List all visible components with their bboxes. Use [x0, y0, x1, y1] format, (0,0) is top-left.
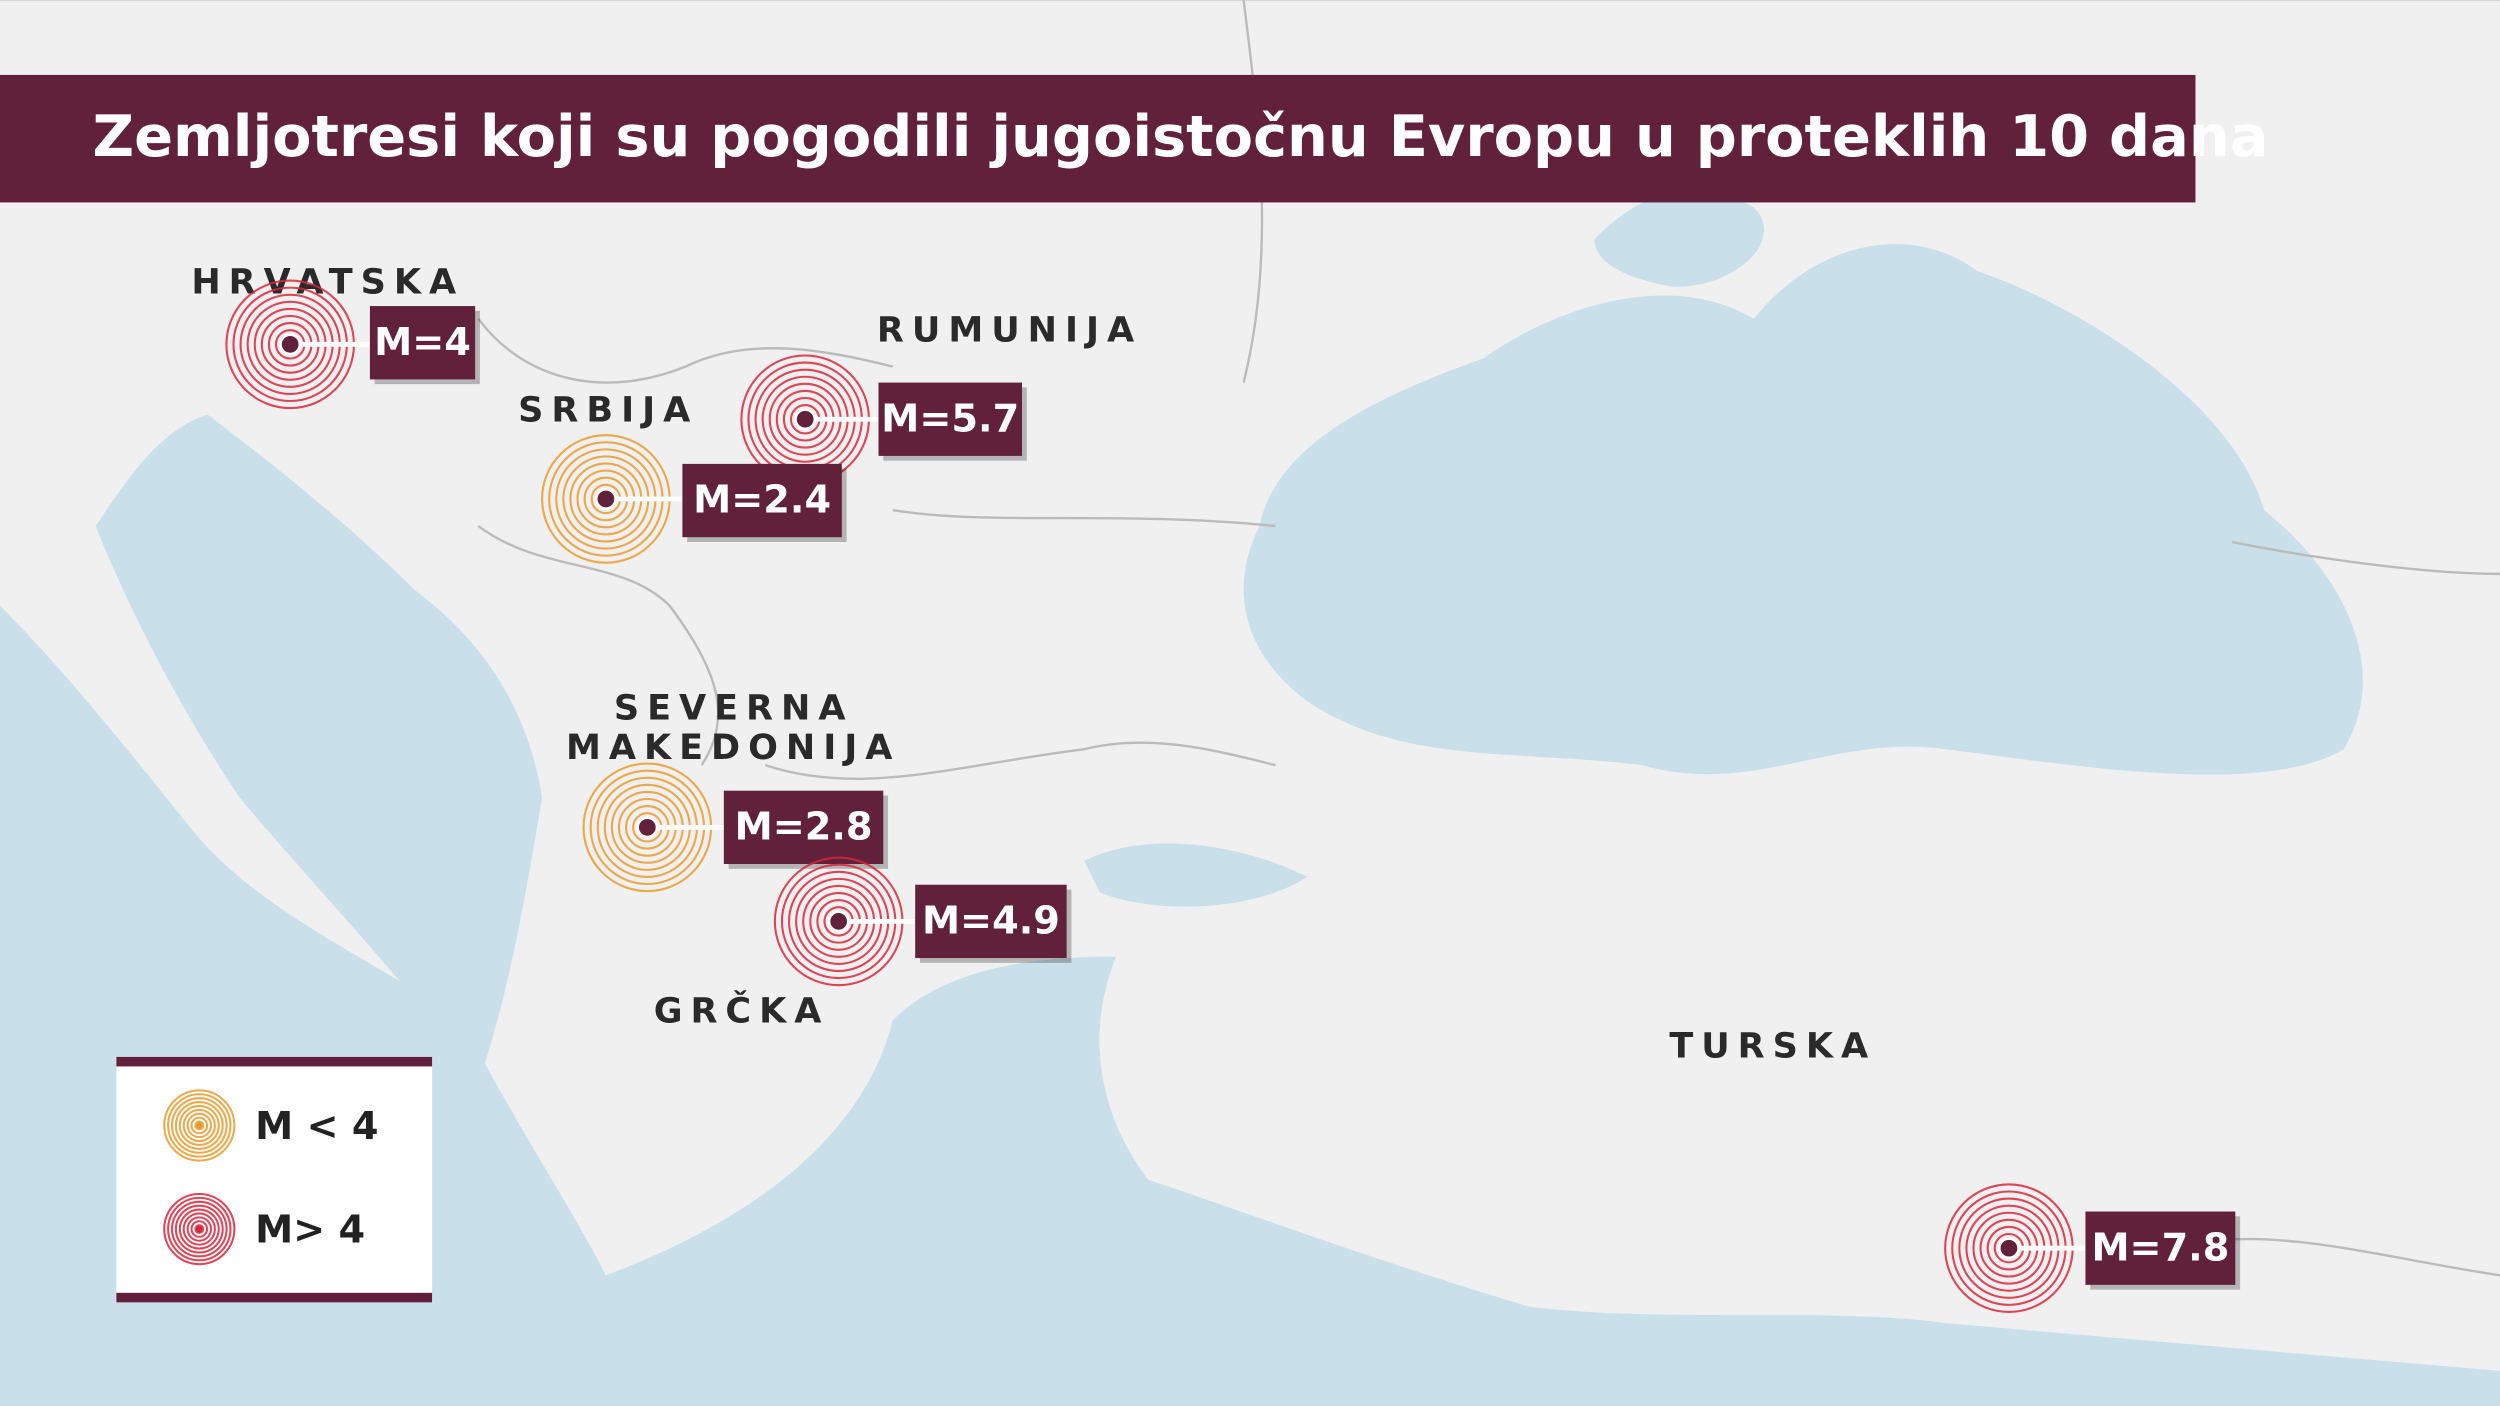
ring: [182, 1108, 216, 1143]
border: [892, 508, 1276, 528]
earthquake: M=4: [225, 279, 480, 410]
ring: [186, 1216, 213, 1242]
ring: [194, 1120, 205, 1131]
country-label: SRBIJA: [518, 389, 698, 430]
borders: [477, 0, 2500, 1277]
sea: [1243, 244, 2363, 775]
label-box: [369, 306, 476, 380]
magnitude-label: M=5.7: [881, 396, 1019, 441]
ring: [163, 1192, 236, 1266]
title: Zemljotresi koji su pogodili jugoistočnu…: [92, 103, 2268, 170]
epicenter: [595, 488, 617, 510]
border: [764, 741, 1276, 781]
magnitude-label: M=4: [374, 320, 471, 365]
legend-label: M < 4: [255, 1104, 378, 1149]
border: [477, 318, 894, 384]
ring: [174, 1204, 224, 1254]
country-label: HRVATSKA: [191, 262, 464, 303]
epicenter: [827, 910, 850, 933]
ring: [178, 1104, 220, 1146]
label-box: [878, 382, 1023, 456]
legend-bar: [116, 1056, 433, 1067]
epicenter: [196, 1225, 203, 1233]
title-bar: [0, 74, 2196, 203]
earthquake: M=2.4: [541, 434, 847, 564]
earthquake: M=4.9: [773, 856, 1072, 987]
magnitude-label: M=7.8: [2091, 1225, 2229, 1270]
epicenter: [196, 1122, 203, 1129]
earthquake: M=7.8: [1944, 1183, 2241, 1313]
sea: [1084, 843, 1308, 907]
ring: [167, 1093, 232, 1158]
label-box: [915, 884, 1067, 959]
ring: [178, 1208, 220, 1250]
epicenter: [279, 333, 301, 356]
ring: [186, 1112, 213, 1139]
ring: [182, 1212, 216, 1246]
legend-bar: [116, 1292, 433, 1303]
sea: [1594, 190, 1764, 287]
magnitude-label: M=4.9: [922, 898, 1060, 943]
ring: [174, 1101, 224, 1150]
sea: [0, 605, 2500, 1406]
epicenter: [636, 816, 659, 839]
country-label: RUMUNIJA: [877, 310, 1142, 351]
ring: [190, 1116, 209, 1135]
earthquake: M=5.7: [740, 354, 1027, 485]
legend-label: M> 4: [255, 1208, 365, 1253]
label-box: [723, 790, 884, 865]
magnitude-label: M=2.4: [693, 478, 831, 523]
label-box: [2085, 1211, 2236, 1285]
ring: [194, 1224, 205, 1234]
epicenter: [794, 408, 816, 431]
country-label: SEVERNA: [614, 687, 854, 728]
sea: [95, 414, 543, 1084]
magnitude-label: M=2.8: [735, 804, 873, 849]
ring: [167, 1196, 232, 1262]
border: [477, 525, 720, 766]
earthquake: M=2.8: [582, 762, 889, 893]
legend: M < 4 M> 4: [116, 1056, 433, 1303]
ring: [163, 1089, 236, 1162]
country-label: TURSKA: [1669, 1025, 1876, 1066]
country-label: GRČKA: [654, 989, 830, 1031]
ring: [170, 1200, 228, 1258]
legend-box: [116, 1056, 433, 1303]
ring: [170, 1097, 228, 1154]
ring: [190, 1220, 209, 1238]
country-label: MAKEDONIJA: [566, 727, 900, 768]
border: [2231, 540, 2500, 576]
epicenter: [1998, 1237, 2020, 1259]
label-box: [682, 463, 842, 538]
